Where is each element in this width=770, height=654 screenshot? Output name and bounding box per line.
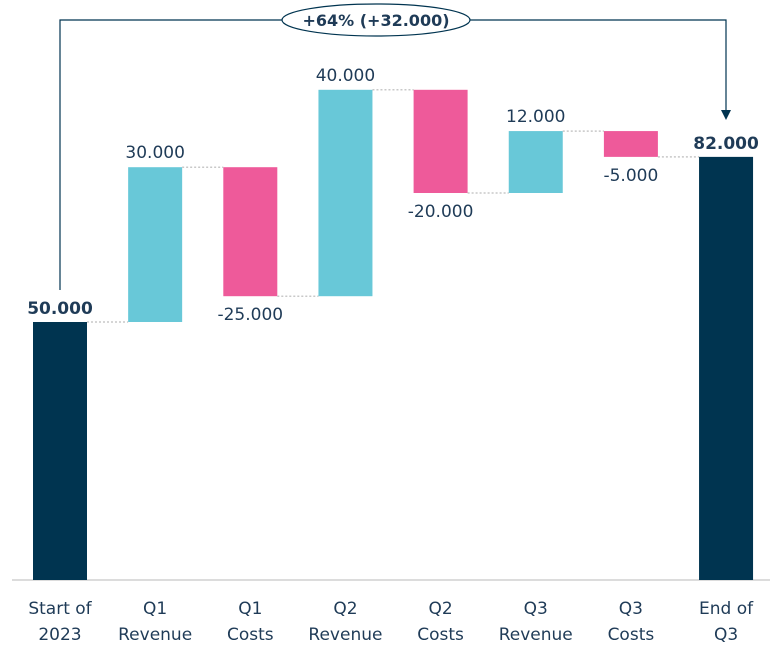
- data-label: 82.000: [693, 134, 759, 154]
- annotation-ellipse: [281, 3, 471, 37]
- data-label: 50.000: [27, 299, 93, 319]
- bar: [413, 89, 468, 193]
- bar: [33, 322, 87, 580]
- tick-label: Costs: [227, 625, 274, 645]
- bar: [223, 167, 278, 297]
- tick-label: Start of: [28, 599, 92, 619]
- tick-label: 2023: [38, 625, 81, 645]
- tick-label: End of: [699, 599, 754, 619]
- tick-label: Revenue: [118, 625, 192, 645]
- data-label: 40.000: [316, 66, 375, 86]
- tick-label: Q3: [714, 625, 738, 645]
- tick-label: Costs: [608, 625, 655, 645]
- data-label: -5.000: [603, 166, 658, 186]
- bar: [603, 131, 658, 157]
- data-label: 30.000: [125, 143, 184, 163]
- tick-label: Costs: [417, 625, 464, 645]
- bar: [699, 156, 754, 580]
- data-label: 12.000: [506, 107, 565, 127]
- bar: [318, 89, 373, 297]
- tick-label: Q3: [619, 599, 643, 619]
- data-label: -25.000: [217, 305, 283, 325]
- tick-label: Q1: [143, 599, 167, 619]
- tick-label: Q2: [428, 599, 452, 619]
- annotation-bracket: [59, 19, 282, 290]
- tick-label: Revenue: [499, 625, 573, 645]
- tick-label: Q1: [238, 599, 262, 619]
- bar: [128, 167, 183, 322]
- arrow-down-icon: [721, 110, 731, 120]
- tick-label: Revenue: [308, 625, 382, 645]
- annotation-label: +64% (+32.000): [302, 11, 449, 30]
- data-label: -20.000: [408, 202, 474, 222]
- tick-label: Q3: [524, 599, 548, 619]
- annotation-bracket-right: [470, 19, 727, 112]
- bar: [508, 131, 563, 193]
- tick-label: Q2: [333, 599, 357, 619]
